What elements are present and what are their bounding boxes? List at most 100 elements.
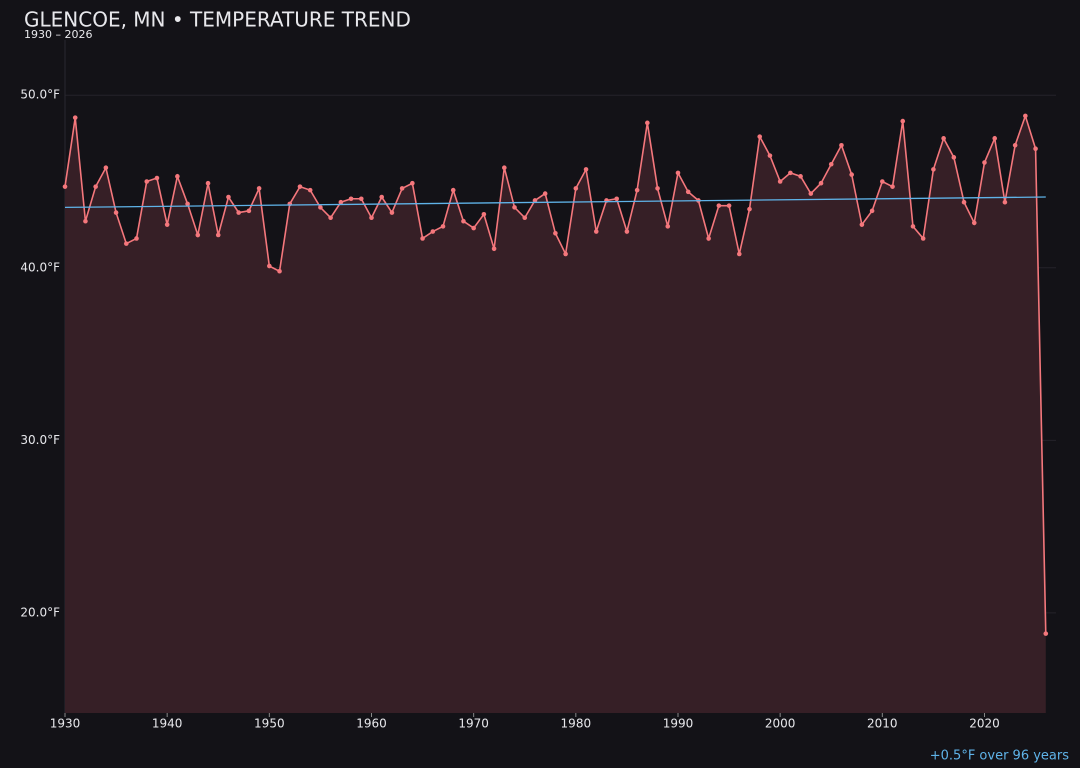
point (399, 186, 405, 191)
point (992, 136, 998, 141)
point (828, 161, 834, 167)
point (1023, 113, 1028, 119)
point (123, 241, 129, 246)
point (164, 222, 170, 227)
point (461, 218, 466, 224)
point (839, 142, 844, 148)
point (491, 246, 497, 252)
point (931, 167, 936, 172)
x-tick-label: 1990 (663, 717, 694, 731)
point (328, 215, 333, 221)
point (481, 211, 487, 217)
point (522, 215, 528, 221)
x-tick-label: 2000 (765, 717, 796, 731)
area (65, 115, 1046, 713)
point (553, 230, 558, 236)
point (736, 251, 742, 257)
point (318, 205, 323, 210)
point (788, 170, 793, 176)
point (890, 184, 895, 189)
point (440, 224, 446, 229)
point (410, 180, 415, 186)
point (358, 196, 364, 202)
point (726, 203, 732, 208)
point (83, 218, 88, 224)
point (920, 236, 926, 241)
point (685, 189, 691, 195)
point (614, 196, 619, 202)
point (256, 186, 262, 191)
point (798, 174, 803, 179)
point (665, 224, 671, 229)
y-tick-label: 50.0°F (20, 88, 60, 102)
x-tick-label: 1940 (152, 717, 183, 731)
point (757, 134, 763, 139)
y-tick-label: 40.0°F (20, 260, 60, 274)
point (195, 232, 201, 238)
point (655, 186, 660, 191)
point (430, 229, 436, 234)
point (389, 210, 395, 215)
chart-subtitle: 1930 – 2026 (24, 28, 92, 41)
point (900, 118, 906, 124)
point (420, 236, 425, 241)
point (307, 187, 313, 193)
point (849, 172, 854, 177)
point (593, 229, 599, 234)
point (338, 199, 344, 205)
point (706, 236, 711, 241)
x-tick-label: 1980 (561, 717, 592, 731)
point (93, 184, 98, 189)
x-tick-label: 1950 (254, 717, 285, 731)
point (910, 224, 916, 229)
x-tick-label: 1930 (50, 717, 81, 731)
x-tick-label: 2020 (969, 717, 1000, 731)
point (175, 174, 180, 179)
point (583, 167, 589, 172)
point (634, 187, 640, 193)
point (808, 191, 814, 196)
point (471, 225, 476, 231)
point (869, 208, 875, 214)
point (72, 115, 78, 120)
x-tick-label: 1960 (356, 717, 387, 731)
point (113, 210, 119, 215)
point (154, 175, 160, 181)
y-tick-label: 30.0°F (20, 433, 60, 447)
point (134, 236, 139, 241)
point (215, 232, 221, 238)
point (859, 222, 865, 227)
point (1002, 199, 1008, 205)
point (144, 179, 150, 184)
point (297, 184, 303, 189)
point (512, 205, 517, 210)
point (62, 184, 68, 189)
point (379, 194, 385, 200)
point (747, 206, 752, 212)
point (777, 179, 783, 184)
point (246, 208, 252, 214)
point (971, 220, 977, 226)
point (716, 203, 722, 208)
x-tick-label: 2010 (867, 717, 898, 731)
point (185, 201, 190, 207)
point (450, 187, 456, 193)
point (205, 180, 211, 186)
point (236, 210, 241, 215)
point (941, 136, 946, 141)
point (645, 120, 650, 126)
point (818, 180, 824, 186)
point (961, 199, 967, 205)
point (369, 215, 374, 221)
point (624, 229, 630, 234)
point (675, 170, 681, 176)
y-tick-label: 20.0°F (20, 605, 60, 619)
point (563, 251, 568, 257)
trend-line (64, 196, 1046, 209)
point (951, 155, 957, 160)
point (880, 179, 885, 184)
point (1012, 142, 1018, 148)
point (1043, 631, 1049, 636)
